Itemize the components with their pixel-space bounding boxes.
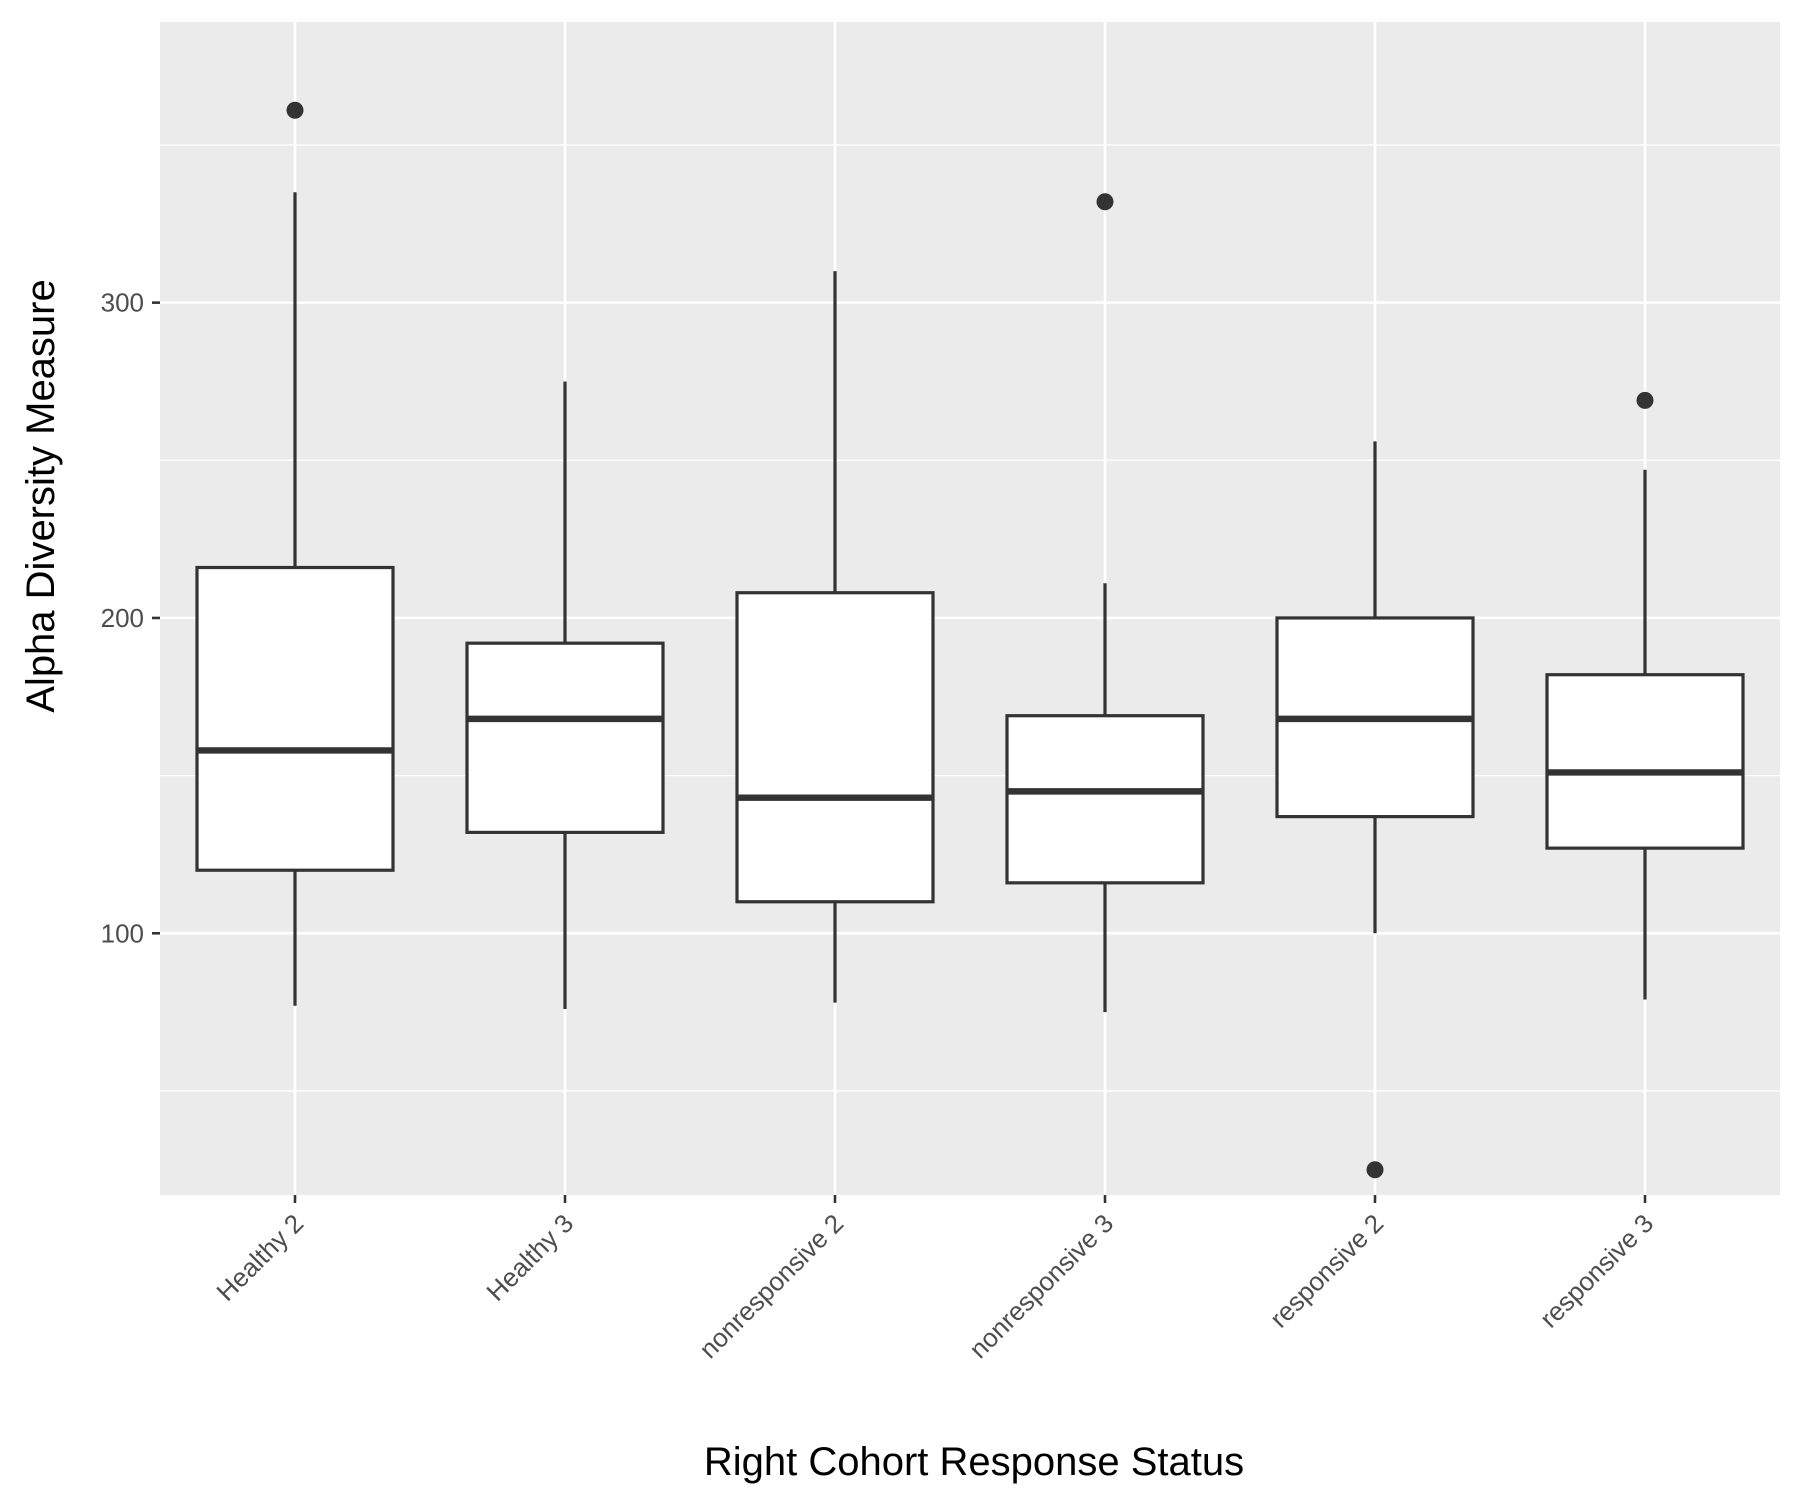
box-responsive-2 xyxy=(1275,441,1475,1179)
x-tick-label: responsive 2 xyxy=(1264,1208,1389,1333)
minor-gridlines xyxy=(160,144,1780,1092)
y-tick-label: 300 xyxy=(101,288,144,318)
box-iqr xyxy=(195,565,395,872)
x-tick-label: Healthy 2 xyxy=(210,1208,309,1307)
box-series xyxy=(195,101,1745,1179)
box-responsive-3 xyxy=(1545,391,1745,1000)
y-tick-label: 200 xyxy=(101,603,144,633)
x-axis-title: Right Cohort Response Status xyxy=(704,1440,1244,1484)
plot-panel xyxy=(160,22,1780,1195)
box-nonresponsive-2 xyxy=(735,271,935,1003)
box-iqr xyxy=(465,641,665,834)
outlier-point xyxy=(1366,1161,1384,1179)
box-iqr xyxy=(1005,714,1205,885)
box-healthy-3 xyxy=(465,381,665,1009)
x-tick-label: responsive 3 xyxy=(1534,1208,1659,1333)
x-axis: Healthy 2 Healthy 3 nonresponsive 2 nonresp… xyxy=(210,1195,1659,1364)
y-tick-label: 100 xyxy=(101,918,144,948)
box-healthy-2 xyxy=(195,101,395,1006)
box-nonresponsive-3 xyxy=(1005,193,1205,1013)
y-axis-title: Alpha Diversity Measure xyxy=(19,279,63,713)
outlier-point xyxy=(286,101,304,119)
box-iqr xyxy=(735,591,935,904)
box-iqr xyxy=(1545,673,1745,850)
x-tick-label: Healthy 3 xyxy=(480,1208,579,1307)
x-tick-label: nonresponsive 3 xyxy=(963,1208,1119,1364)
x-tick-label: nonresponsive 2 xyxy=(693,1208,849,1364)
outlier-point xyxy=(1096,193,1114,211)
outlier-point xyxy=(1636,391,1654,409)
y-axis: 100 200 300 xyxy=(101,288,160,948)
